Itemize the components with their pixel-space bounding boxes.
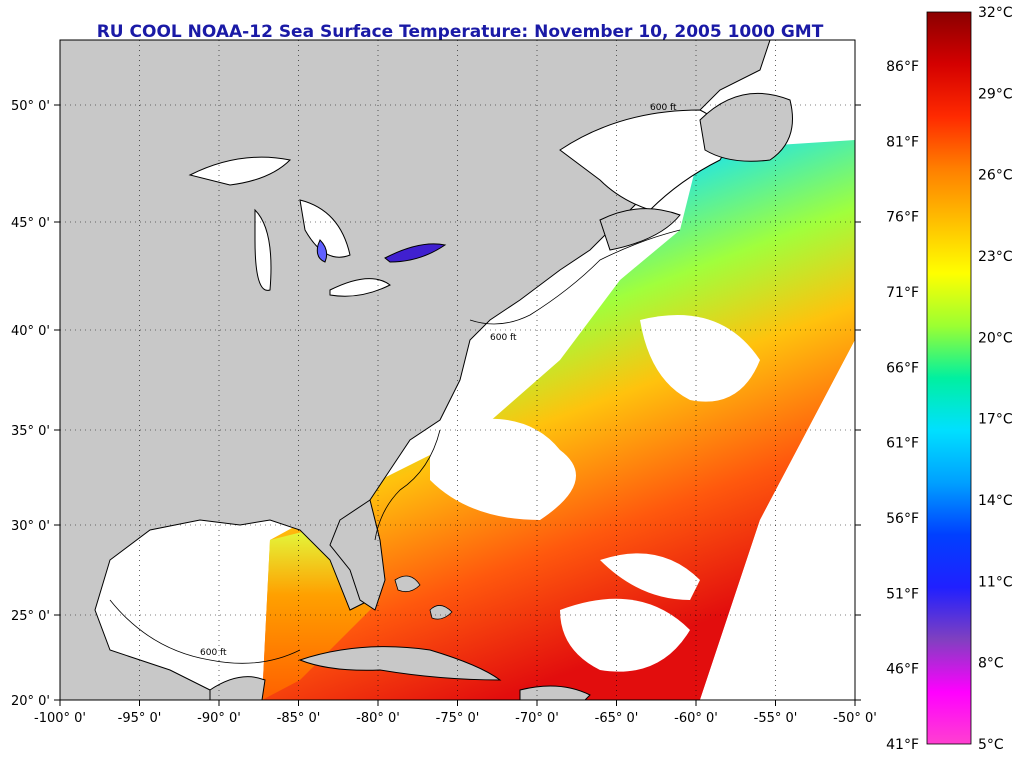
- great-lakes: [299, 199, 351, 258]
- lon-tick-label: -95° 0': [118, 711, 162, 726]
- great-lakes: [188, 156, 292, 186]
- celsius-label: 14°C: [978, 493, 1013, 509]
- fahrenheit-label: 61°F: [886, 436, 919, 452]
- celsius-label: 8°C: [978, 656, 1004, 672]
- lon-tick-label: -50° 0': [833, 711, 877, 726]
- fahrenheit-label: 46°F: [886, 662, 919, 678]
- celsius-label: 32°C: [978, 5, 1013, 21]
- lon-tick-label: -85° 0': [277, 711, 321, 726]
- lon-tick-label: -75° 0': [436, 711, 480, 726]
- celsius-label: 5°C: [978, 737, 1004, 753]
- great-lakes: [384, 243, 447, 263]
- map-grid: [60, 40, 855, 700]
- lon-tick-label: -80° 0': [356, 711, 400, 726]
- fahrenheit-label: 41°F: [886, 737, 919, 753]
- land-bahamas: [394, 575, 453, 620]
- depth-contour: [374, 229, 681, 541]
- fahrenheit-label: 51°F: [886, 586, 919, 602]
- fahrenheit-label: 71°F: [886, 285, 919, 301]
- colorbar-gradient: [926, 11, 972, 745]
- depth-contour-label: 600 ft: [200, 648, 227, 658]
- land-nova-scotia: [599, 208, 681, 251]
- lon-tick-label: -55° 0': [754, 711, 798, 726]
- lat-tick-label: 50° 0': [11, 99, 50, 114]
- land-yucatan: [209, 676, 266, 700]
- land-cuba: [298, 646, 502, 681]
- depth-contour-label: 600 ft: [650, 103, 677, 113]
- fahrenheit-label: 66°F: [886, 360, 919, 376]
- great-lakes: [316, 239, 328, 263]
- cloud-patch: [600, 553, 700, 600]
- celsius-label: 11°C: [978, 574, 1013, 590]
- great-lakes: [254, 208, 272, 291]
- cloud-patch: [640, 315, 760, 402]
- great-lakes: [329, 278, 391, 297]
- cloud-patch: [430, 418, 576, 520]
- sst-swath: [262, 140, 855, 700]
- no-data-region: [700, 340, 855, 700]
- lat-tick-label: 30° 0': [11, 519, 50, 534]
- celsius-label: 23°C: [978, 249, 1013, 265]
- lat-tick-label: 40° 0': [11, 324, 50, 339]
- lat-tick-label: 35° 0': [11, 424, 50, 439]
- depth-contour-label: 600 ft: [490, 333, 517, 343]
- fahrenheit-label: 56°F: [886, 511, 919, 527]
- celsius-label: 20°C: [978, 330, 1013, 346]
- celsius-label: 26°C: [978, 168, 1013, 184]
- fahrenheit-label: 81°F: [886, 134, 919, 150]
- land-hispaniola: [519, 685, 591, 700]
- celsius-label: 17°C: [978, 412, 1013, 428]
- latitude-axis: 50° 0' 45° 0' 40° 0' 35° 0' 30° 0' 25° 0' 20° …: [11, 99, 861, 709]
- lon-tick-label: -60° 0': [674, 711, 718, 726]
- land-florida: [329, 499, 386, 611]
- lon-tick-label: -100° 0': [34, 711, 86, 726]
- depth-contour: [109, 599, 301, 664]
- lon-tick-label: -70° 0': [515, 711, 559, 726]
- lon-tick-label: -90° 0': [197, 711, 241, 726]
- celsius-label: 29°C: [978, 86, 1013, 102]
- lon-tick-label: -65° 0': [595, 711, 639, 726]
- lat-tick-label: 20° 0': [11, 694, 50, 709]
- fahrenheit-label: 76°F: [886, 210, 919, 226]
- map-title: RU COOL NOAA-12 Sea Surface Temperature:…: [96, 22, 824, 42]
- longitude-axis: -100° 0' -95° 0' -90° 0' -85° 0' -80° 0' -75°…: [34, 700, 877, 726]
- land-newfoundland: [699, 92, 793, 162]
- lat-tick-label: 25° 0': [11, 609, 50, 624]
- lat-tick-label: 45° 0': [11, 216, 50, 231]
- cloud-patch: [560, 598, 690, 672]
- fahrenheit-label: 86°F: [886, 59, 919, 75]
